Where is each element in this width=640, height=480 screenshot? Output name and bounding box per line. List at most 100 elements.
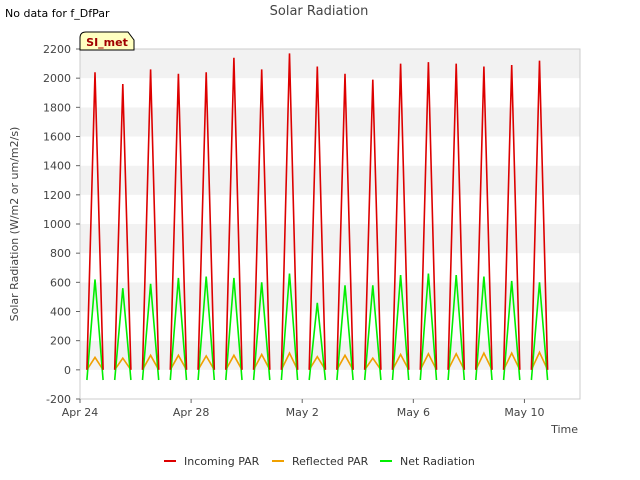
y-tick-label: 800 xyxy=(50,247,71,260)
grid-band xyxy=(80,253,580,283)
x-tick-label: May 6 xyxy=(397,406,430,419)
series-day-peak xyxy=(197,72,216,370)
series-day-peak xyxy=(197,354,215,371)
y-tick-label: 0 xyxy=(64,364,71,377)
grid-band xyxy=(80,194,580,224)
station-badge-label: SI_met xyxy=(86,36,128,49)
station-badge: SI_met xyxy=(79,31,135,51)
y-tick-label: 1200 xyxy=(43,189,71,202)
series-day-peak xyxy=(447,63,466,370)
series-day-peak xyxy=(308,355,327,371)
grid-band xyxy=(80,311,580,341)
series-day-peak xyxy=(363,285,382,381)
series-day-peak xyxy=(419,352,438,371)
series-day-peak xyxy=(113,288,132,381)
y-tick-label: 1400 xyxy=(43,160,71,173)
y-axis-ticks: -200 0 200 400 600 800 1000 1200 1400 1600 1800 200… xyxy=(43,43,80,406)
x-tick-label: May 10 xyxy=(504,406,544,419)
series-day-peak xyxy=(252,352,271,371)
series-day-peak xyxy=(280,53,299,370)
series-day-peak xyxy=(169,73,188,370)
series-day-peak xyxy=(502,280,521,381)
grid-band xyxy=(80,49,580,79)
series-day-peak xyxy=(197,276,216,381)
legend-label: Net Radiation xyxy=(400,455,475,468)
series-reflected-par xyxy=(86,350,549,371)
series-day-peak xyxy=(364,356,382,371)
series-day-peak xyxy=(252,69,271,370)
series-day-peak xyxy=(252,282,271,381)
y-tick-label: -200 xyxy=(46,393,71,406)
series-day-peak xyxy=(530,350,549,371)
y-tick-label: 2200 xyxy=(43,43,71,56)
series-day-peak xyxy=(86,355,104,371)
legend-entry: Incoming PAR xyxy=(164,455,260,468)
y-tick-label: 1000 xyxy=(43,218,71,231)
grid-band xyxy=(80,224,580,254)
series-day-peak xyxy=(141,283,160,381)
series-day-peak xyxy=(280,351,299,371)
y-axis-label: Solar Radiation (W/m2 or um/m2/s) xyxy=(8,127,21,322)
series-day-peak xyxy=(141,69,160,370)
grid-band xyxy=(80,107,580,137)
y-tick-label: 200 xyxy=(50,335,71,348)
series-day-peak xyxy=(141,353,160,371)
legend-entry: Reflected PAR xyxy=(272,455,369,468)
y-tick-label: 2000 xyxy=(43,72,71,85)
series-day-peak xyxy=(530,60,549,370)
series-day-peak xyxy=(113,83,132,370)
series-net-radiation xyxy=(86,273,549,381)
series-day-peak xyxy=(225,277,243,381)
series-day-peak xyxy=(86,72,104,370)
series-day-peak xyxy=(391,274,410,381)
series-day-peak xyxy=(280,273,299,381)
series-day-peak xyxy=(308,302,327,381)
series-day-peak xyxy=(336,73,354,370)
series-day-peak xyxy=(502,64,521,370)
grid-band xyxy=(80,136,580,166)
no-data-note: No data for f_DfPar xyxy=(5,7,110,20)
legend: Incoming PAR Reflected PAR Net Radiation xyxy=(164,455,475,468)
series-day-peak xyxy=(225,57,243,370)
x-tick-label: Apr 28 xyxy=(173,406,210,419)
y-tick-label: 1800 xyxy=(43,101,71,114)
series-day-peak xyxy=(169,353,188,371)
series-day-peak xyxy=(419,273,438,381)
x-axis-label: Time xyxy=(550,423,578,436)
series-day-peak xyxy=(419,62,438,370)
series-layer xyxy=(86,53,549,381)
series-day-peak xyxy=(475,66,493,370)
y-tick-label: 400 xyxy=(50,306,71,319)
series-day-peak xyxy=(114,356,132,371)
x-tick-label: May 2 xyxy=(286,406,319,419)
grid-band xyxy=(80,282,580,312)
x-tick-label: Apr 24 xyxy=(62,406,99,419)
series-day-peak xyxy=(363,79,382,370)
series-day-peak xyxy=(391,63,410,370)
grid-band xyxy=(80,340,580,370)
grid-band xyxy=(80,78,580,108)
series-day-peak xyxy=(336,353,354,371)
series-day-peak xyxy=(308,66,327,370)
series-day-peak xyxy=(475,351,493,371)
series-day-peak xyxy=(447,274,466,381)
grid-band xyxy=(80,165,580,195)
legend-entry: Net Radiation xyxy=(380,455,475,468)
chart-title: Solar Radiation xyxy=(270,4,369,19)
series-day-peak xyxy=(447,352,466,371)
grid-bands xyxy=(80,49,580,399)
series-incoming-par xyxy=(86,53,549,370)
x-axis-ticks: Apr 24 Apr 28 May 2 May 6 May 10 xyxy=(62,399,545,419)
y-tick-label: 600 xyxy=(50,276,71,289)
grid-band xyxy=(80,369,580,399)
legend-label: Reflected PAR xyxy=(292,455,369,468)
legend-label: Incoming PAR xyxy=(184,455,260,468)
series-day-peak xyxy=(86,279,104,381)
series-day-peak xyxy=(225,353,243,371)
series-day-peak xyxy=(530,282,549,381)
series-day-peak xyxy=(336,285,354,381)
series-day-peak xyxy=(502,351,521,371)
series-day-peak xyxy=(391,352,410,371)
y-tick-label: 1600 xyxy=(43,131,71,144)
